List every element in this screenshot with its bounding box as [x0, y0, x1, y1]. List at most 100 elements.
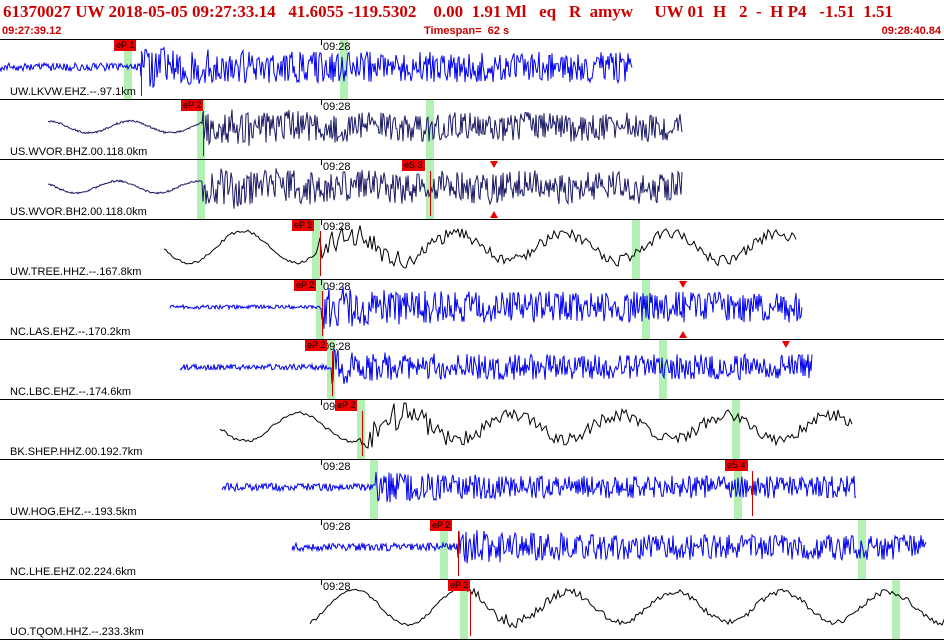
waveform-panel[interactable]: 09:28 eP 2 NC.LBC.EHZ.--.174.6km — [0, 340, 944, 400]
station-channel-label: US.WVOR.BH2.00.118.0km — [10, 206, 147, 218]
trace-line — [291, 530, 927, 564]
minute-tick — [321, 400, 322, 405]
seismogram-trace — [47, 168, 683, 209]
amplitude-marker-up-icon — [679, 331, 687, 338]
phase-pick-line[interactable] — [470, 591, 471, 636]
phase-pick-line[interactable] — [430, 171, 431, 216]
amplitude-marker-down-icon — [782, 341, 790, 348]
phase-pick-line[interactable] — [322, 291, 323, 336]
station-channel-label: NC.LHE.EHZ.02.224.6km — [10, 566, 136, 578]
event-header: 61370027 UW 2018-05-05 09:27:33.14 41.60… — [0, 0, 944, 40]
waveform-panel[interactable]: 09:28 eP 2 US.WVOR.BHZ.00.118.0km — [0, 100, 944, 160]
phase-pick-label[interactable]: eP 2 — [335, 400, 358, 411]
arrival-window — [440, 520, 448, 579]
amplitude-marker-down-icon — [490, 161, 498, 168]
arrival-window — [316, 280, 324, 339]
phase-pick-line[interactable] — [203, 111, 204, 156]
phase-pick-line[interactable] — [458, 531, 459, 576]
seismogram-trace — [221, 472, 857, 503]
seismogram-trace — [219, 402, 853, 449]
minute-tick — [321, 100, 322, 105]
waveform-panel[interactable]: 09:28 eP 2 UO.TQOM.HHZ.--.233.3km — [0, 580, 944, 640]
minute-tick — [321, 520, 322, 525]
trace-line — [309, 587, 944, 629]
minute-tick — [321, 220, 322, 225]
phase-pick-label[interactable]: eP 2 — [292, 220, 315, 231]
phase-pick-label[interactable]: eP 2 — [305, 340, 328, 351]
minute-tick-label: 09:28 — [323, 521, 351, 533]
minute-tick-label: 09:28 — [323, 341, 351, 353]
phase-pick-line[interactable] — [332, 351, 333, 396]
arrival-window — [197, 100, 205, 159]
phase-pick-line[interactable] — [320, 231, 321, 276]
waveform-panel[interactable]: 09:28 eP 2 NC.LAS.EHZ.--.170.2km — [0, 280, 944, 340]
seismogram-trace — [179, 348, 813, 385]
station-channel-label: NC.LAS.EHZ.--.170.2km — [10, 326, 131, 338]
phase-pick-label[interactable]: eP 2 — [294, 280, 317, 291]
arrival-window — [892, 580, 900, 639]
minute-tick — [321, 460, 322, 465]
seismogram-trace — [291, 530, 927, 564]
station-channel-label: BK.SHEP.HHZ.00.192.7km — [10, 446, 143, 458]
station-channel-label: NC.LBC.EHZ.--.174.6km — [10, 386, 132, 398]
arrival-window — [858, 520, 866, 579]
minute-tick-label: 09:28 — [323, 161, 351, 173]
amplitude-marker-up-icon — [490, 211, 498, 218]
waveform-panel[interactable]: 09:28 eS 4 UW.HOG.EHZ.--.193.5km — [0, 460, 944, 520]
header-divider — [0, 39, 944, 40]
minute-tick-label: 09:28 — [323, 461, 351, 473]
minute-tick — [321, 160, 322, 165]
trace-line — [179, 348, 813, 385]
station-channel-label: UW.HOG.EHZ.--.193.5km — [10, 506, 137, 518]
arrival-window — [734, 460, 742, 519]
waveform-panel[interactable]: 09:28 eP 2 NC.LHE.EHZ.02.224.6km — [0, 520, 944, 580]
phase-pick-label[interactable]: eP 2 — [181, 100, 204, 111]
minute-tick-label: 09:28 — [323, 101, 351, 113]
arrival-window — [460, 580, 468, 639]
arrival-window — [197, 160, 205, 219]
end-time-label: 09:28:40.84 — [881, 25, 941, 37]
phase-pick-label[interactable]: eS 3 — [402, 160, 425, 171]
trace-line — [221, 472, 857, 503]
timespan-label: Timespan= 62 s — [424, 25, 510, 37]
arrival-window — [312, 220, 320, 279]
phase-pick-label[interactable]: eP 1 — [114, 40, 137, 51]
arrival-window — [370, 460, 378, 519]
station-channel-label: UW.LKVW.EHZ.--.97.1km — [10, 86, 136, 98]
seismogram-trace — [0, 46, 633, 89]
station-channel-label: US.WVOR.BHZ.00.118.0km — [10, 146, 148, 158]
minute-tick-label: 09:28 — [323, 41, 351, 53]
minute-tick — [321, 580, 322, 585]
trace-line — [163, 225, 797, 269]
phase-pick-label[interactable]: eP 2 — [448, 580, 471, 591]
trace-line — [47, 168, 683, 209]
seismogram-trace — [309, 587, 944, 629]
phase-pick-line[interactable] — [752, 471, 753, 516]
seismogram-trace — [169, 286, 803, 329]
seismogram-trace — [47, 109, 683, 146]
trace-line — [0, 46, 633, 89]
arrival-window — [340, 40, 348, 99]
minute-tick-label: 09:28 — [323, 581, 351, 593]
trace-line — [47, 109, 683, 146]
trace-line — [219, 402, 853, 449]
minute-tick — [321, 280, 322, 285]
waveform-panel[interactable]: 09:28 eP 2 UW.TREE.HHZ.--.167.8km — [0, 220, 944, 280]
arrival-window — [357, 400, 365, 459]
waveform-panel[interactable]: 09:28 eS 3 US.WVOR.BH2.00.118.0km — [0, 160, 944, 220]
arrival-window — [732, 400, 740, 459]
minute-tick-label: 09:28 — [323, 221, 351, 233]
waveform-panel[interactable]: 09:28 eP 1 UW.LKVW.EHZ.--.97.1km — [0, 40, 944, 100]
phase-pick-label[interactable]: eP 2 — [430, 520, 453, 531]
trace-line — [169, 286, 803, 329]
minute-tick — [321, 40, 322, 45]
station-channel-label: UO.TQOM.HHZ.--.233.3km — [10, 626, 144, 638]
amplitude-marker-down-icon — [679, 281, 687, 288]
phase-pick-line[interactable] — [362, 411, 363, 456]
phase-pick-label[interactable]: eS 4 — [725, 460, 748, 471]
start-time-label: 09:27:39.12 — [2, 25, 62, 37]
phase-pick-line[interactable] — [141, 51, 142, 96]
seismogram-trace — [163, 225, 797, 269]
